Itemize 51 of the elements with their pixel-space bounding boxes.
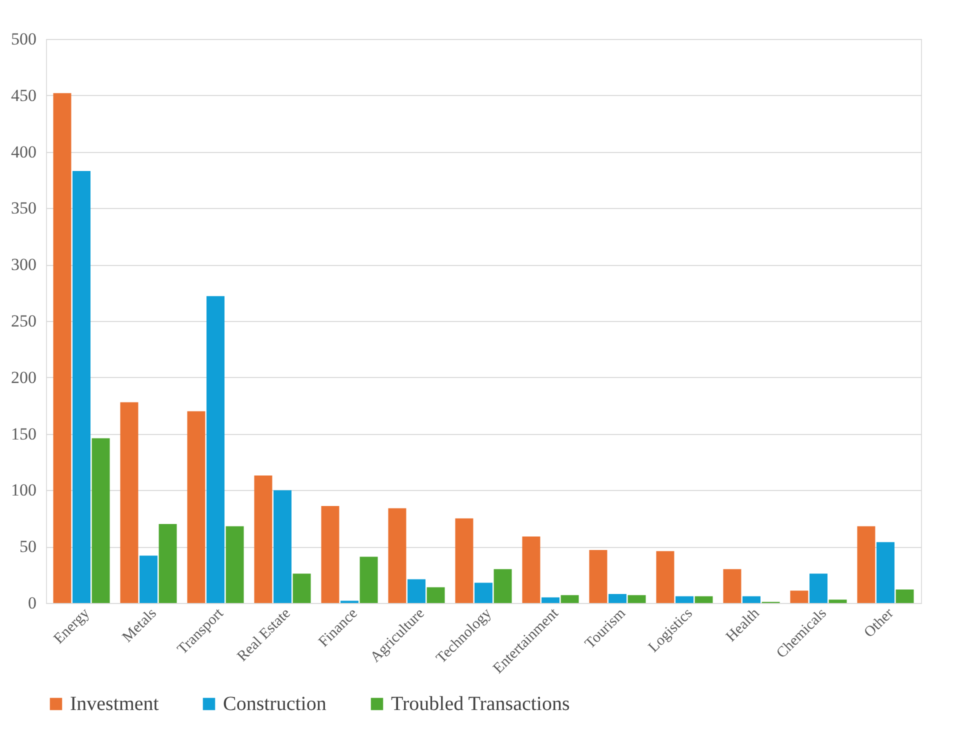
bar [53, 93, 72, 603]
bar [360, 556, 378, 603]
bar [809, 574, 828, 603]
bar [158, 524, 177, 603]
bar [321, 506, 340, 603]
bar [474, 582, 492, 603]
bar [628, 595, 646, 603]
bar [742, 596, 760, 603]
bar [522, 536, 540, 603]
bar [694, 596, 713, 603]
bar [426, 587, 445, 603]
legend-label: Construction [223, 693, 326, 715]
legend-label: Investment [70, 693, 160, 715]
y-tick-label: 200 [11, 368, 36, 387]
bar [72, 170, 91, 603]
bar [589, 550, 608, 603]
bar [828, 600, 847, 603]
y-tick-label: 150 [11, 424, 36, 444]
y-tick-label: 350 [11, 198, 36, 218]
bar [254, 476, 272, 603]
y-tick-label: 500 [11, 30, 36, 48]
y-tick-label: 100 [11, 480, 36, 500]
bar [896, 589, 914, 603]
bar [675, 596, 694, 603]
bar [140, 556, 158, 603]
bar [790, 590, 808, 603]
bar [92, 438, 110, 603]
y-tick-label: 300 [11, 255, 36, 274]
bar [274, 490, 292, 603]
y-tick-label: 400 [11, 142, 36, 162]
bar [408, 579, 426, 603]
bar [206, 296, 225, 603]
y-tick-label: 450 [11, 86, 36, 105]
bar [608, 594, 626, 603]
bar [656, 551, 674, 603]
bar [857, 526, 876, 603]
y-tick-label: 0 [28, 594, 36, 612]
bar [560, 595, 579, 603]
bar [120, 402, 138, 603]
bar [226, 526, 244, 603]
bar [542, 597, 560, 603]
y-tick-label: 50 [20, 537, 36, 556]
bar [723, 569, 742, 603]
bar [187, 411, 206, 603]
bar [876, 542, 894, 603]
bar [292, 574, 311, 603]
bar [494, 569, 512, 603]
bar [455, 518, 474, 603]
bar [388, 508, 406, 603]
y-tick-label: 250 [11, 312, 36, 330]
legend-label: Troubled Transactions [391, 693, 570, 715]
